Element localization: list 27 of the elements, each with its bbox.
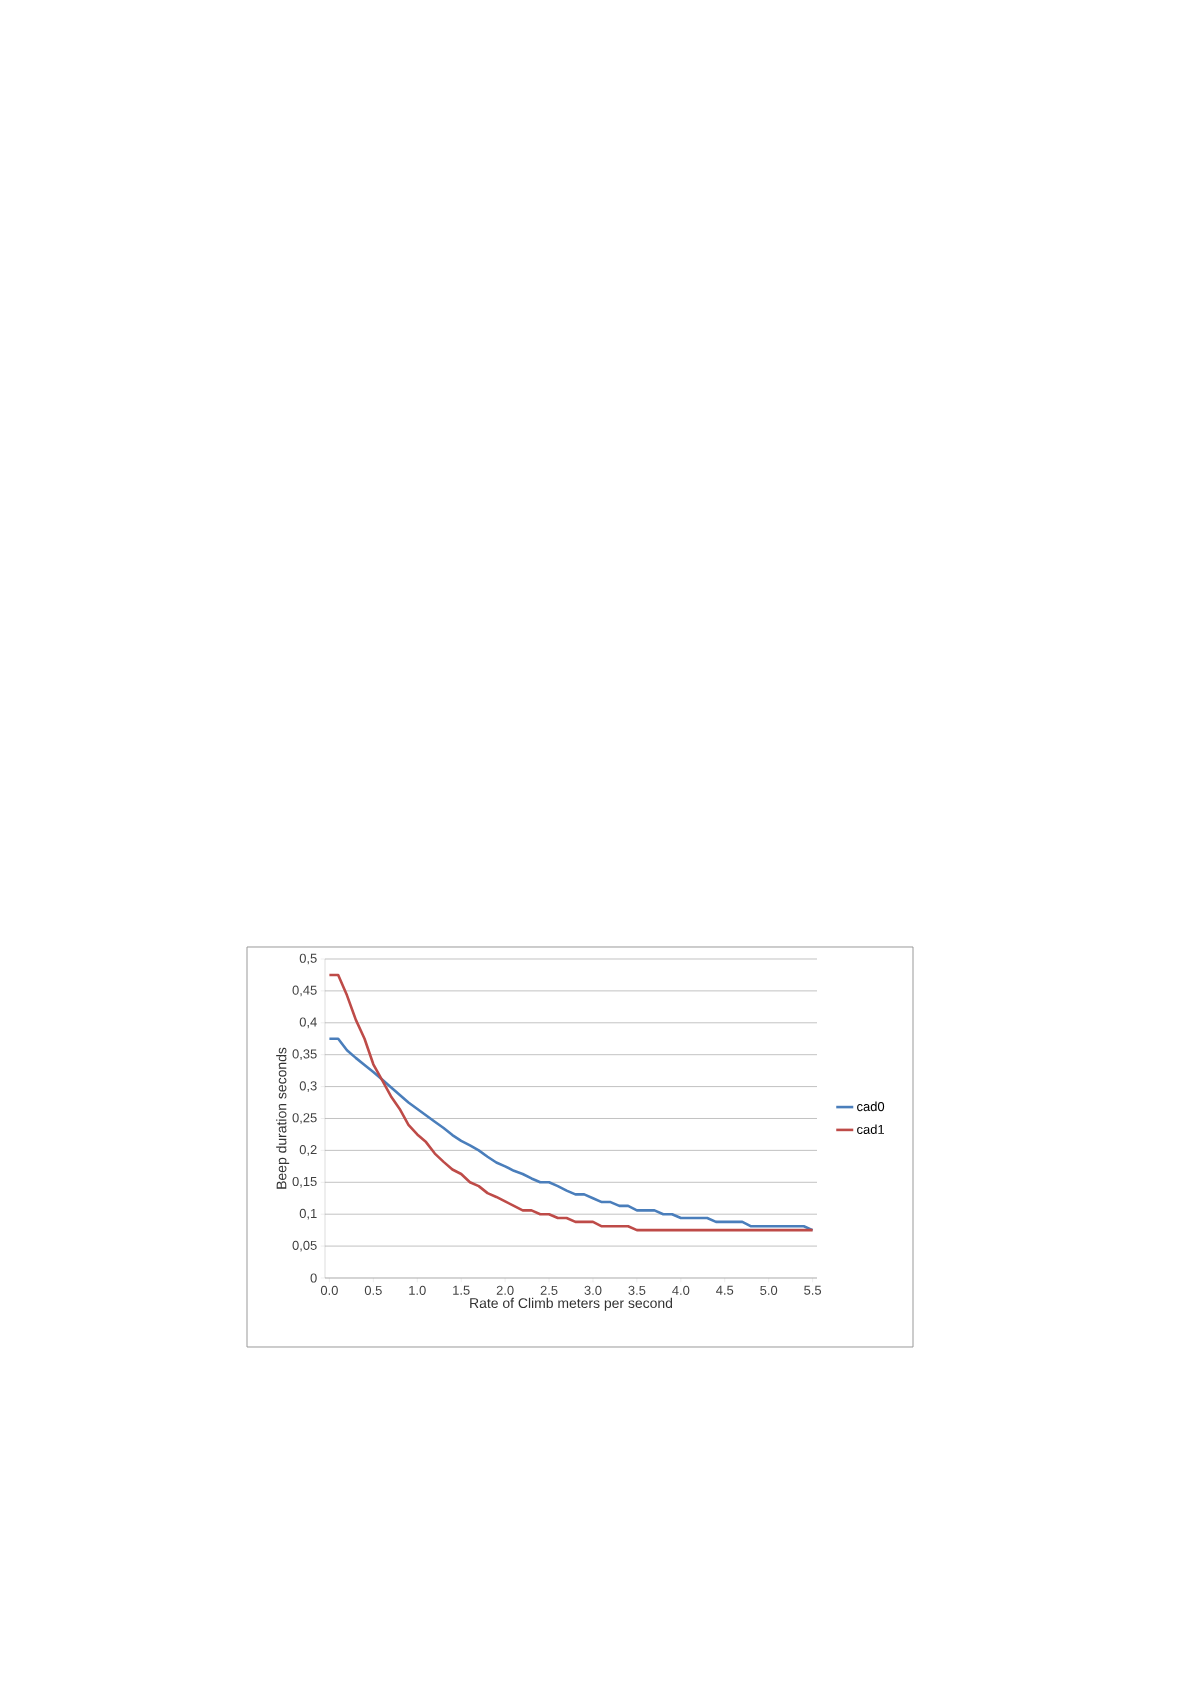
x-tick-label: 5.0 <box>760 1285 778 1295</box>
y-tick-label: 0,3 <box>299 1081 317 1092</box>
x-tick-label: 3.0 <box>584 1285 602 1295</box>
y-tick-label: 0,1 <box>299 1208 317 1220</box>
legend-label: cad1 <box>857 1124 884 1134</box>
x-tick-label: 2.0 <box>496 1285 514 1295</box>
x-tick-label: 2.5 <box>540 1285 558 1295</box>
x-tick-label: 1.0 <box>409 1285 426 1295</box>
y-tick-label: 0,35 <box>292 1049 317 1061</box>
y-axis-title: Beep duration seconds <box>276 1047 290 1189</box>
y-tick-label: 0,5 <box>299 953 317 965</box>
x-tick-label: 5.5 <box>804 1285 822 1295</box>
legend-label: cad0 <box>857 1101 885 1112</box>
y-tick-label: 0,25 <box>292 1113 317 1124</box>
y-tick-label: 0,2 <box>299 1145 317 1156</box>
x-tick-label: 3.5 <box>628 1285 646 1295</box>
y-tick-label: 0 <box>310 1273 317 1283</box>
y-tick-label: 0,45 <box>292 985 317 997</box>
x-tick-label: 4.0 <box>672 1285 690 1295</box>
x-axis-title: Rate of Climb meters per second <box>470 1297 673 1311</box>
y-tick-label: 0,05 <box>292 1240 317 1252</box>
y-tick-label: 0,4 <box>299 1017 317 1029</box>
y-tick-label: 0,15 <box>292 1176 317 1188</box>
x-tick-label: 0.5 <box>364 1285 382 1295</box>
x-tick-label: 0.0 <box>320 1285 338 1295</box>
x-tick-label: 1.5 <box>453 1285 470 1295</box>
x-tick-label: 4.5 <box>716 1285 734 1295</box>
